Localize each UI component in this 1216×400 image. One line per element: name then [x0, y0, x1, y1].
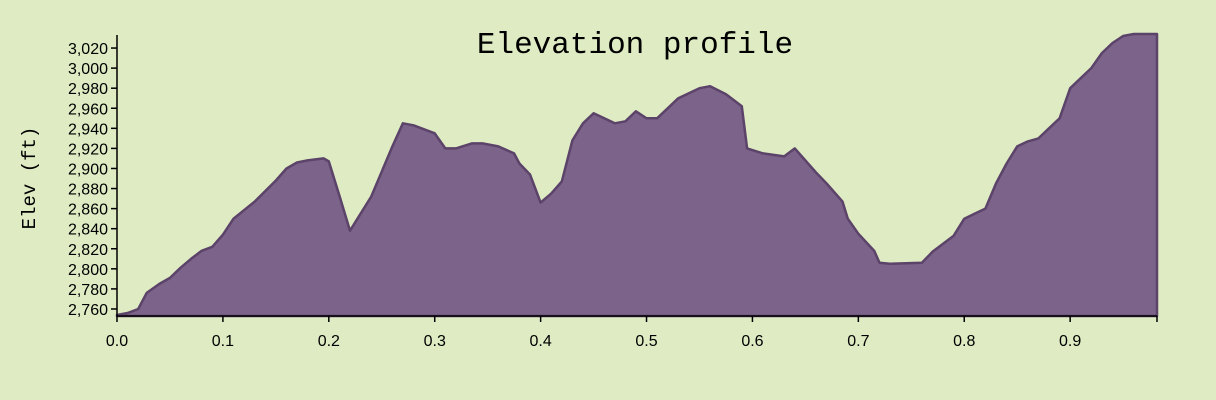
y-tick-label: 3,020 [68, 41, 108, 58]
y-tick-label: 2,960 [68, 101, 108, 118]
y-tick-label: 2,940 [68, 121, 108, 138]
x-tick-label: 0.3 [424, 333, 446, 350]
y-tick-label: 2,780 [68, 282, 108, 299]
elevation-area-series-0 [115, 32, 1159, 318]
x-tick-label: 0.2 [318, 333, 340, 350]
x-tick-label: 0.1 [212, 333, 234, 350]
area-layer [115, 32, 1159, 318]
y-tick-label: 2,900 [68, 161, 108, 178]
x-tick-label: 0.4 [530, 333, 552, 350]
y-tick-label: 2,800 [68, 262, 108, 279]
x-tick-label: 0.9 [1059, 333, 1081, 350]
y-tick-label: 2,980 [68, 81, 108, 98]
x-tick-label: 0.6 [741, 333, 763, 350]
y-tick-label: 2,880 [68, 182, 108, 199]
y-tick-label: 2,840 [68, 222, 108, 239]
axes-layer: 2,760 2,780 2,800 2,820 2,840 2,860 2,880 2,900… [68, 35, 1158, 350]
y-tick-label: 3,000 [68, 61, 108, 78]
x-tick-label: 0.5 [635, 333, 657, 350]
y-axis-label: Elev (ft) [19, 127, 41, 230]
x-tick-label: 0.8 [953, 333, 975, 350]
y-tick-label: 2,760 [68, 302, 108, 319]
x-tick-label: 0.0 [106, 333, 128, 350]
x-tick-label: 0.7 [847, 333, 869, 350]
y-tick-label: 2,820 [68, 242, 108, 259]
y-tick-label: 2,860 [68, 202, 108, 219]
chart-title: Elevation profile [477, 28, 793, 63]
y-tick-label: 2,920 [68, 141, 108, 158]
